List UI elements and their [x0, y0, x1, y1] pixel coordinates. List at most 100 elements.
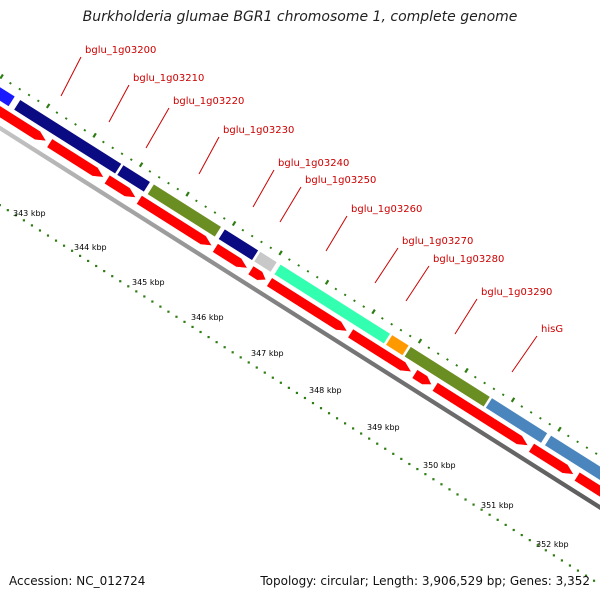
- tick-mark: [510, 397, 516, 403]
- tick-mark: [334, 287, 338, 291]
- map-title: Burkholderia glumae BGR1 chromosome 1, c…: [82, 9, 518, 25]
- tick-mark: [176, 187, 180, 191]
- forward-gene-bar: [217, 228, 259, 261]
- tick-mark: [74, 123, 77, 126]
- tick-mark: [417, 338, 423, 344]
- gene-label-leader: [108, 84, 130, 123]
- scale-dot: [480, 508, 483, 511]
- gene-label: bglu_1g03250: [305, 175, 376, 186]
- scale-dot: [472, 503, 475, 506]
- scale-dot: [223, 346, 226, 349]
- tick-mark: [148, 170, 152, 173]
- forward-gene-bar: [0, 86, 16, 107]
- tick-mark: [399, 328, 403, 332]
- tick-mark: [83, 128, 87, 132]
- scale-dot: [287, 386, 290, 389]
- kbp-labels: 343 kbp 344 kbp 345 kbp 346 kbp 347 kbp 348 k…: [13, 209, 569, 549]
- scale-dot: [592, 579, 596, 582]
- tick-mark: [408, 334, 412, 338]
- scale-dot: [54, 239, 58, 242]
- scale-dot: [6, 209, 9, 212]
- gene-label: bglu_1g03230: [223, 125, 294, 136]
- reverse-gene-arrow: [347, 328, 412, 373]
- gene-label-leader: [60, 56, 82, 97]
- kbp-label: 343 kbp: [13, 209, 46, 218]
- tick-mark: [566, 434, 570, 438]
- scale-dot: [191, 325, 194, 329]
- kbp-label: 344 kbp: [74, 243, 107, 252]
- scale-dot: [183, 320, 186, 323]
- scale-dot: [416, 467, 419, 471]
- kbp-label: 345 kbp: [132, 278, 165, 287]
- scale-dot: [376, 442, 379, 445]
- scale-dot: [512, 528, 515, 532]
- scale-dot: [311, 401, 315, 405]
- scale-dot: [303, 396, 307, 400]
- backbone-highlight: [0, 123, 600, 505]
- scale-dot: [0, 203, 1, 207]
- tick-mark: [483, 381, 486, 385]
- scale-dot: [335, 417, 339, 420]
- scale-dot: [520, 533, 523, 537]
- scale-dot: [319, 407, 323, 410]
- reverse-gene-arrow: [247, 265, 267, 281]
- tick-mark: [195, 199, 198, 203]
- label-leader-lines: [60, 56, 538, 373]
- tick-mark: [380, 317, 384, 320]
- tick-mark: [36, 99, 40, 103]
- scale-dot: [62, 244, 66, 247]
- scale-dot: [424, 473, 427, 476]
- scale-dot: [432, 478, 435, 481]
- tick-mark: [362, 305, 366, 308]
- tick-mark: [306, 269, 310, 273]
- tick-mark: [278, 250, 283, 256]
- scale-dot: [111, 275, 114, 278]
- scale-dot: [95, 264, 98, 268]
- gene-label: bglu_1g03240: [278, 158, 349, 169]
- tick-mark: [501, 393, 505, 397]
- tick-mark: [27, 93, 31, 97]
- scale-dot: [215, 341, 218, 344]
- kbp-label: 348 kbp: [309, 386, 342, 395]
- gene-label: bglu_1g03280: [433, 254, 504, 265]
- scale-dot: [408, 462, 411, 466]
- backbone: [0, 123, 600, 510]
- tick-mark: [464, 367, 469, 374]
- gene-label-leader: [252, 169, 275, 208]
- tick-mark: [269, 246, 273, 250]
- scale-dot: [30, 224, 34, 227]
- scale-dot: [87, 259, 90, 263]
- gene-label: bglu_1g03290: [481, 287, 552, 298]
- tick-mark: [222, 217, 226, 220]
- reverse-gene-arrow: [573, 471, 600, 498]
- tick-mark: [492, 387, 496, 391]
- gene-label-leader: [374, 247, 399, 284]
- tick-mark: [204, 205, 208, 209]
- reverse-gene-arrow: [0, 105, 47, 142]
- scale-dot: [70, 249, 74, 252]
- scale-dot: [568, 564, 572, 567]
- tick-mark: [92, 132, 97, 138]
- tick-mark: [55, 111, 59, 114]
- forward-gene-bar: [273, 263, 391, 345]
- tick-mark: [539, 416, 542, 420]
- gene-label: bglu_1g03220: [173, 96, 244, 107]
- gene-label-leader: [405, 265, 430, 302]
- tick-mark: [436, 352, 440, 355]
- gene-label: hisG: [541, 324, 563, 335]
- scale-dot: [231, 351, 234, 354]
- gene-label-leader: [325, 215, 348, 252]
- reverse-gene-arrow: [266, 277, 348, 332]
- tick-mark: [167, 181, 170, 185]
- gene-label: bglu_1g03210: [133, 73, 204, 84]
- scale-dot: [175, 315, 178, 318]
- tick-mark: [455, 364, 459, 367]
- scale-dot: [392, 452, 395, 455]
- tick-mark: [529, 411, 533, 414]
- gene-label: bglu_1g03260: [351, 204, 422, 215]
- reverse-gene-arrow: [411, 369, 432, 385]
- tick-mark: [185, 191, 190, 197]
- backbone-line: [0, 124, 600, 510]
- tick-mark: [288, 258, 291, 261]
